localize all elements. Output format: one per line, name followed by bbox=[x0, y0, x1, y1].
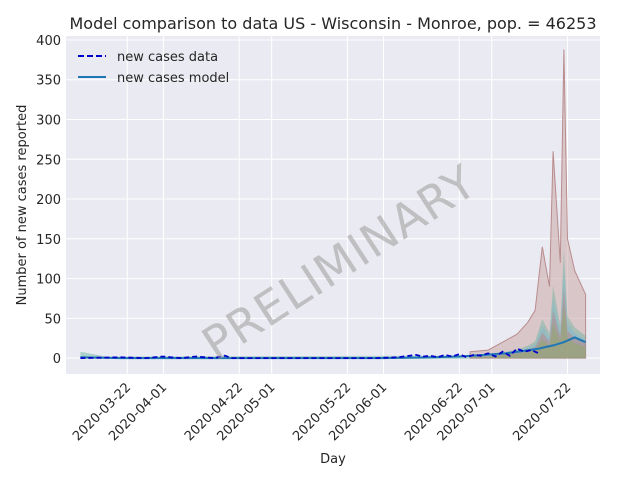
legend-label-model: new cases model bbox=[117, 71, 229, 86]
x-tick-label: 2020-07-22 bbox=[510, 380, 574, 444]
y-tick-labels: 0 50 100 150 200 250 300 350 400 bbox=[36, 34, 61, 367]
ensemble-core-area bbox=[470, 268, 586, 359]
ensemble-core-area bbox=[470, 287, 586, 359]
y-tick-label: 300 bbox=[36, 114, 61, 129]
ensemble-core-area bbox=[470, 250, 586, 359]
y-tick-label: 100 bbox=[36, 273, 61, 288]
ensemble-band-area bbox=[469, 49, 587, 359]
series-lines bbox=[80, 336, 587, 360]
y-tick-label: 150 bbox=[36, 233, 61, 248]
x-axis-label: Day bbox=[320, 452, 346, 467]
legend: new cases data new cases model bbox=[78, 50, 229, 86]
y-tick-label: 400 bbox=[36, 34, 61, 49]
legend-label-data: new cases data bbox=[117, 50, 218, 65]
y-tick-label: 200 bbox=[36, 193, 61, 208]
grid bbox=[66, 36, 600, 374]
plot-area bbox=[66, 36, 600, 374]
model-line bbox=[80, 336, 587, 360]
chart-title: Model comparison to data US - Wisconsin … bbox=[70, 14, 597, 33]
data-line bbox=[80, 347, 540, 360]
y-tick-label: 50 bbox=[44, 312, 61, 327]
y-tick-label: 250 bbox=[36, 153, 61, 168]
y-axis-label: Number of new cases reported bbox=[15, 105, 30, 306]
y-tick-label: 0 bbox=[53, 352, 61, 367]
y-tick-label: 350 bbox=[36, 74, 61, 89]
